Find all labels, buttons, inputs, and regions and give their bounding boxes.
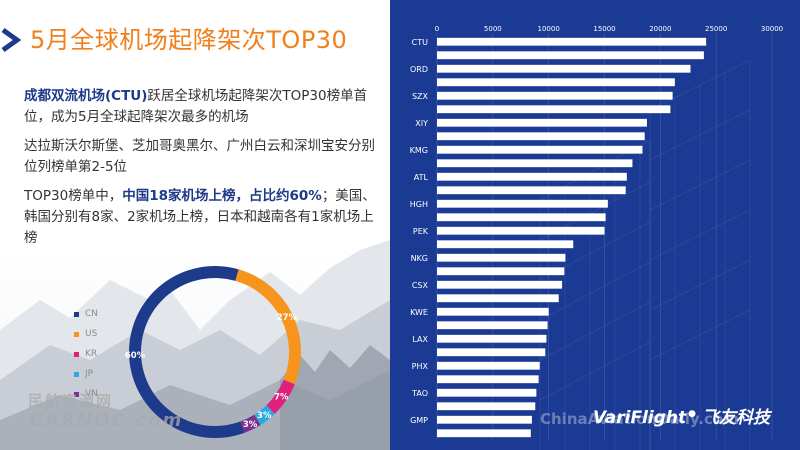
- y-category-label: NKG: [411, 254, 428, 263]
- legend-swatch: [74, 331, 79, 337]
- donut-chart: 60%27%7%3%3%: [125, 266, 301, 438]
- y-category-label: KWE: [410, 308, 428, 317]
- y-category-label: CTU: [412, 38, 428, 47]
- y-category-label: XIY: [415, 119, 428, 128]
- legend-label: KR: [85, 349, 98, 359]
- bar: [437, 402, 536, 411]
- highlight-china-share: 中国18家机场上榜，占比约60%: [122, 188, 322, 204]
- y-category-label: ORD: [410, 65, 428, 74]
- bar: [437, 78, 675, 87]
- donut-slice-vn: [240, 414, 261, 433]
- legend-swatch: [74, 391, 79, 397]
- bar: [437, 199, 608, 208]
- legend-swatch: [74, 351, 79, 357]
- paragraph-3-prefix: TOP30榜单中，: [24, 188, 123, 204]
- bar-chart: 0 5000 10000 15000 20000 25000 30000 CTU ORD SZX X…: [410, 25, 783, 440]
- bar: [437, 348, 546, 357]
- y-category-label: ATL: [414, 173, 429, 182]
- page-title: 5月全球机场起降架次TOP30: [30, 26, 348, 54]
- bar: [437, 145, 643, 154]
- paragraph-3-suffix: ；美国、韩国分别有8家、2家机场上榜，日本和越南各有1家机场上榜: [24, 188, 376, 246]
- donut-label-vn: 3%: [243, 420, 258, 430]
- bar: [437, 213, 606, 222]
- y-category-label: CSX: [412, 281, 429, 290]
- brand-cn: 飞友科技: [702, 408, 770, 428]
- bar: [437, 361, 540, 370]
- donut-slice-kr: [266, 379, 295, 414]
- paragraph-2: 达拉斯沃尔斯堡、芝加哥奥黑尔、广州白云和深圳宝安分别位列榜单第2-5位: [24, 138, 375, 175]
- y-category-label: SZX: [412, 92, 429, 101]
- brand-dot-icon: ●: [688, 409, 696, 420]
- donut-label-jp: 3%: [257, 411, 272, 421]
- y-category-label: KMG: [410, 146, 428, 155]
- highlight-ctu: 成都双流机场(CTU): [24, 88, 148, 104]
- brand-logo: VariFlight ● 飞友科技: [593, 403, 770, 428]
- legend-label: CN: [85, 309, 99, 319]
- x-tick-label: 30000: [761, 25, 783, 33]
- bar: [437, 91, 673, 100]
- brand-en: VariFlight: [592, 408, 687, 428]
- legend-item-vn: VN: [74, 384, 98, 404]
- y-category-label: GMP: [410, 416, 428, 425]
- bar: [437, 159, 633, 168]
- bar: [437, 375, 539, 384]
- donut-slice-us: [235, 269, 301, 385]
- y-category-label: LAX: [412, 335, 428, 344]
- bar: [437, 321, 548, 330]
- legend-item-cn: CN: [74, 304, 98, 324]
- bar: [437, 267, 565, 276]
- bar: [437, 64, 691, 73]
- legend-item-jp: JP: [74, 364, 98, 384]
- bar: [437, 429, 531, 438]
- donut-label-us: 27%: [277, 313, 298, 323]
- bar: [437, 388, 537, 397]
- right-panel: 0 5000 10000 15000 20000 25000 30000 CTU ORD SZX X…: [390, 0, 800, 450]
- y-category-label: TAO: [411, 389, 428, 398]
- donut-legend: CN US KR JP VN: [74, 304, 98, 404]
- x-tick-label: 5000: [484, 25, 502, 33]
- chevron-right-icon: [1, 27, 22, 53]
- legend-label: JP: [85, 369, 94, 379]
- x-tick-label: 10000: [538, 25, 560, 33]
- legend-label: US: [85, 329, 98, 339]
- legend-item-us: US: [74, 324, 98, 344]
- paragraph-3: TOP30榜单中，中国18家机场上榜，占比约60%；美国、韩国分别有8家、2家机…: [24, 186, 384, 249]
- y-category-label: HGH: [410, 200, 428, 209]
- bar: [437, 226, 605, 235]
- bar: [437, 415, 532, 424]
- left-panel: 5月全球机场起降架次TOP30 成都双流机场(CTU)跃居全球机场起降架次TOP…: [0, 0, 390, 450]
- bar: [437, 105, 671, 114]
- watermark-cn: 民航资源网: [28, 392, 114, 410]
- bar: [437, 307, 549, 316]
- bar: [437, 118, 647, 127]
- paragraph-1: 成都双流机场(CTU)跃居全球机场起降架次TOP30榜单首位，成为5月全球起降架…: [24, 86, 384, 128]
- paragraph-1-text: 跃居全球机场起降架次TOP30榜单首位，成为5月全球起降架次最多的机场: [24, 88, 368, 125]
- x-tick-label: 20000: [649, 25, 671, 33]
- bar: [437, 240, 574, 249]
- y-category-label: PHX: [412, 362, 429, 371]
- legend-label: VN: [85, 389, 98, 399]
- legend-swatch: [74, 311, 79, 317]
- bar: [437, 37, 707, 46]
- x-tick-label: 0: [435, 25, 439, 33]
- donut-label-cn: 60%: [125, 351, 146, 361]
- bar: [437, 172, 627, 181]
- bar: [437, 294, 559, 303]
- bar: [437, 51, 704, 60]
- legend-swatch: [74, 371, 79, 377]
- x-tick-label: 25000: [705, 25, 727, 33]
- donut-slice-jp: [254, 405, 275, 425]
- y-category-label: PEK: [413, 227, 429, 236]
- x-tick-label: 15000: [593, 25, 615, 33]
- bar: [437, 186, 626, 195]
- brand-watermark: ChinaAviationDaily.com: [540, 410, 739, 428]
- bar: [437, 334, 547, 343]
- bar: [437, 132, 645, 141]
- bar: [437, 280, 563, 289]
- watermark-en: CARNOC.com: [30, 410, 184, 431]
- legend-item-kr: KR: [74, 344, 98, 364]
- donut-label-kr: 7%: [274, 393, 289, 403]
- bar: [437, 253, 566, 262]
